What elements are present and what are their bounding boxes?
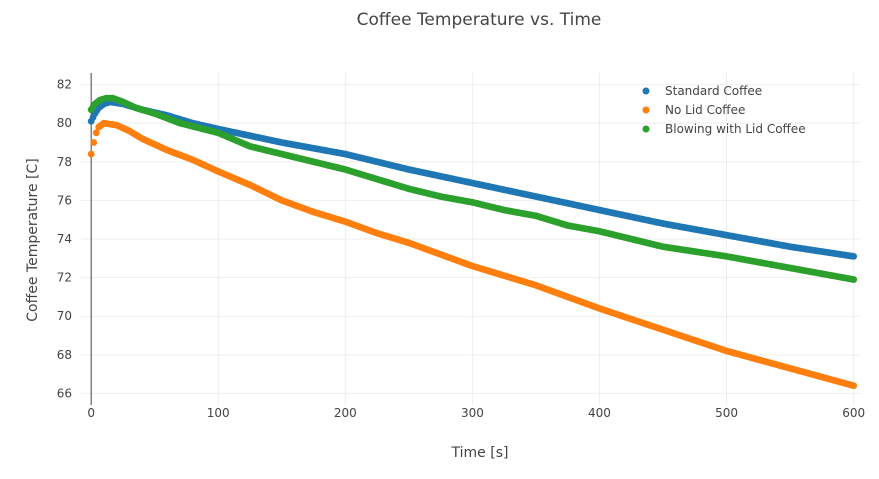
x-tick-label: 400 — [588, 406, 611, 420]
legend-label: Blowing with Lid Coffee — [665, 122, 806, 136]
x-axis-ticks: 0 100 200 300 400 500 600 — [87, 406, 865, 420]
series-2 — [87, 119, 858, 390]
data-point — [87, 150, 95, 158]
legend-label: Standard Coffee — [665, 84, 762, 98]
y-tick-label: 66 — [57, 386, 72, 400]
y-tick-label: 80 — [57, 116, 72, 130]
series-1 — [87, 98, 858, 260]
y-tick-label: 76 — [57, 193, 72, 207]
x-tick-label: 300 — [461, 406, 484, 420]
data-point — [850, 252, 858, 260]
data-point — [92, 129, 100, 137]
y-tick-label: 70 — [57, 309, 72, 323]
x-tick-label: 100 — [207, 406, 230, 420]
legend-marker — [642, 87, 650, 95]
legend-marker — [642, 106, 650, 114]
legend-label: No Lid Coffee — [665, 103, 745, 117]
data-point — [90, 139, 98, 146]
y-tick-label: 72 — [57, 271, 72, 285]
gridlines — [81, 73, 860, 405]
series-3 — [87, 94, 858, 283]
x-tick-label: 500 — [715, 406, 738, 420]
plot-area — [87, 94, 858, 390]
legend-item[interactable]: Standard Coffee — [642, 84, 763, 98]
legend-item[interactable]: Blowing with Lid Coffee — [642, 122, 806, 136]
y-tick-label: 78 — [57, 155, 72, 169]
x-tick-label: 0 — [87, 406, 95, 420]
y-tick-label: 68 — [57, 348, 72, 362]
chart-title: Coffee Temperature vs. Time — [357, 10, 602, 30]
x-tick-label: 600 — [842, 406, 865, 420]
legend-item[interactable]: No Lid Coffee — [642, 103, 746, 117]
legend[interactable]: Standard Coffee No Lid Coffee Blowing with… — [642, 84, 806, 136]
y-axis-title: Coffee Temperature [C] — [25, 158, 41, 322]
data-point — [850, 276, 858, 283]
y-tick-label: 82 — [57, 78, 72, 92]
y-axis-ticks: 66 68 70 72 74 76 78 80 82 — [57, 78, 72, 401]
x-tick-label: 200 — [334, 406, 357, 420]
y-tick-label: 74 — [57, 232, 72, 246]
data-point — [850, 382, 858, 390]
legend-marker — [642, 125, 650, 133]
x-axis-title: Time [s] — [451, 445, 509, 461]
